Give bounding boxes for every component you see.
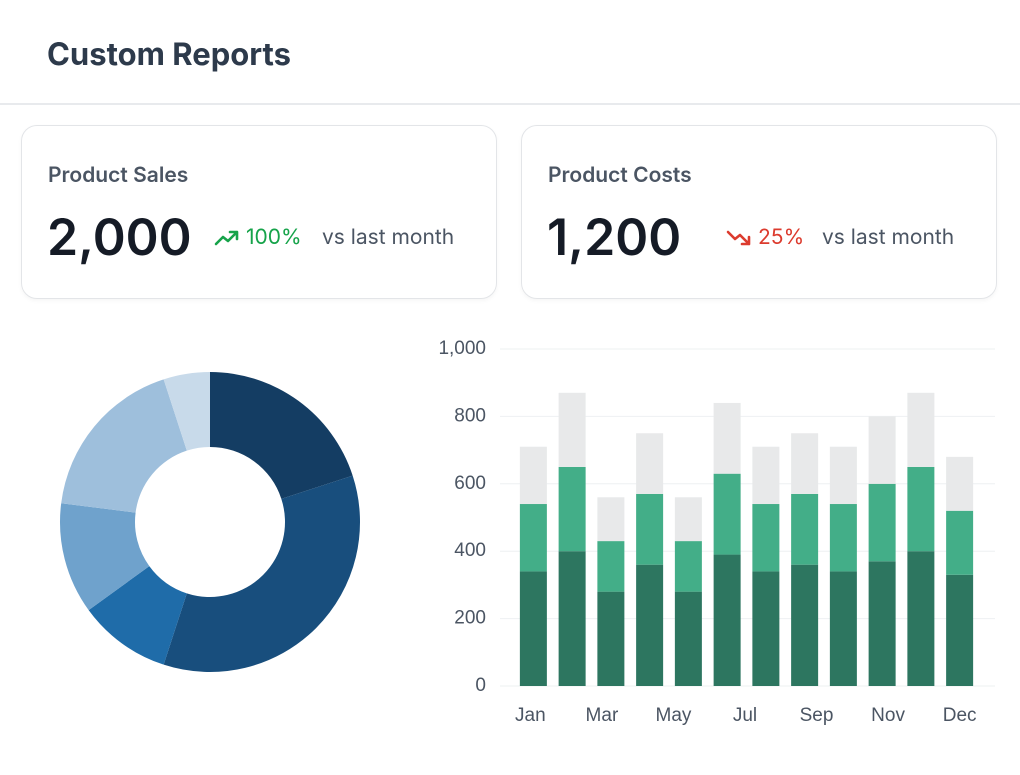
x-tick-label: Dec xyxy=(943,705,977,726)
card-change: 25% xyxy=(726,225,804,250)
bar-segment xyxy=(868,416,896,484)
y-tick-label: 600 xyxy=(454,473,486,494)
x-tick-label: Mar xyxy=(586,705,619,726)
page-title: Custom Reports xyxy=(47,36,292,73)
bar-segment xyxy=(597,497,625,542)
trend-up-icon xyxy=(214,230,239,245)
kpi-card: Product Sales 2,000 100% vs last month xyxy=(21,125,497,299)
bar-segment xyxy=(713,473,741,555)
donut-slice xyxy=(210,372,353,499)
bar-segment xyxy=(713,402,741,474)
bar-segment xyxy=(868,483,896,562)
bar-segment xyxy=(752,504,780,572)
card-title: Product Costs xyxy=(548,163,692,188)
bar-segment xyxy=(519,571,547,686)
bar-segment xyxy=(558,466,586,552)
donut-slice xyxy=(163,475,360,672)
card-value: 2,000 xyxy=(47,208,192,268)
x-tick-label: Jul xyxy=(733,705,757,726)
bar-segment xyxy=(519,446,547,505)
bar-segment xyxy=(597,541,625,592)
bar-segment xyxy=(829,504,857,572)
bar-segment xyxy=(868,561,896,686)
bar-segment xyxy=(674,541,702,592)
donut-slice xyxy=(60,503,150,611)
x-tick-label: Nov xyxy=(871,705,905,726)
bar-segment xyxy=(829,446,857,505)
bar-segment xyxy=(597,591,625,686)
change-value: 25% xyxy=(758,225,805,250)
x-tick-label: May xyxy=(656,705,692,726)
card-value: 1,200 xyxy=(547,208,682,268)
bar-segment xyxy=(636,564,664,686)
bar-segment xyxy=(674,497,702,542)
card-change: 100% xyxy=(214,225,302,250)
y-tick-label: 400 xyxy=(454,540,486,561)
bar-segment xyxy=(674,591,702,686)
donut-slice xyxy=(88,566,187,665)
bar-segment xyxy=(636,493,664,565)
kpi-card: Product Costs 1,200 25% vs last month xyxy=(521,125,997,299)
change-value: 100% xyxy=(246,225,302,250)
bar-segment xyxy=(752,446,780,505)
y-tick-label: 800 xyxy=(454,405,486,426)
card-title: Product Sales xyxy=(48,163,189,188)
donut-slice xyxy=(163,372,210,451)
bar-segment xyxy=(636,433,664,494)
bar-segment xyxy=(946,574,974,686)
donut-slice xyxy=(61,379,187,513)
bar-segment xyxy=(519,504,547,572)
bar-segment xyxy=(791,564,819,686)
bar-segment xyxy=(946,456,974,511)
bar-segment xyxy=(791,493,819,565)
comparison: vs last month xyxy=(322,225,455,250)
comparison: vs last month xyxy=(822,225,955,250)
x-tick-label: Sep xyxy=(800,705,834,726)
bar-segment xyxy=(752,571,780,686)
bar-segment xyxy=(558,392,586,467)
bar-segment xyxy=(791,433,819,494)
bar-segment xyxy=(829,571,857,686)
bar-segment xyxy=(558,551,586,686)
y-tick-label: 0 xyxy=(475,675,486,696)
bar-segment xyxy=(946,510,974,575)
bar-segment xyxy=(907,466,935,552)
x-tick-label: Jan xyxy=(515,705,546,726)
bar-segment xyxy=(907,551,935,686)
trend-down-icon xyxy=(726,230,751,245)
header: Custom Reports xyxy=(0,0,1020,105)
bar-segment xyxy=(907,392,935,467)
bar-segment xyxy=(713,554,741,686)
y-tick-label: 200 xyxy=(454,608,486,629)
y-tick-label: 1,000 xyxy=(438,338,486,359)
